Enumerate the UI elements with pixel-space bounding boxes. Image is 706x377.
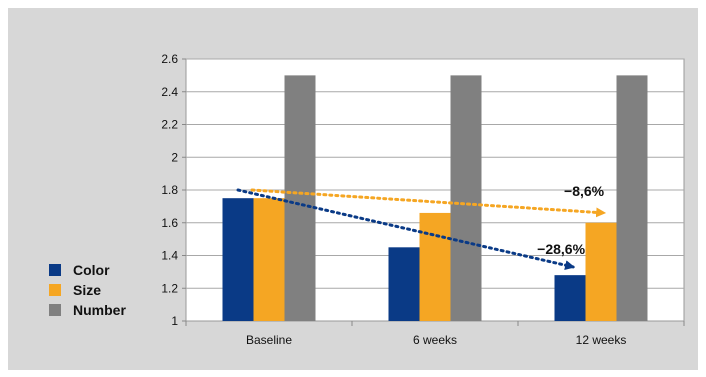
y-tick-label: 2: [171, 150, 178, 164]
trend-arrow-size: [250, 188, 607, 218]
y-tick-label: 1.8: [161, 183, 178, 197]
y-tick-label: 2.2: [161, 118, 178, 132]
trend-annotations: −8,6% −28,6%: [236, 183, 607, 271]
y-tick-label: 1: [171, 314, 178, 328]
bar-color: [222, 198, 254, 321]
y-tick-label: 2.6: [161, 52, 178, 66]
bar-color: [554, 275, 586, 321]
x-tick-label: 6 weeks: [413, 333, 457, 347]
bar-size: [419, 212, 451, 321]
chart-frame: 1 1.2 1.4 1.6 1.8 2 2.2 2.4 2.6 Baseline 6 weeks 1…: [8, 8, 698, 370]
x-axis-labels: Baseline 6 weeks 12 weeks: [185, 321, 685, 347]
bar-size: [253, 198, 285, 321]
x-tick-label: Baseline: [246, 333, 292, 347]
y-tick-label: 1.2: [161, 281, 178, 295]
legend-swatch-color: [49, 264, 61, 276]
bar-chart: 1 1.2 1.4 1.6 1.8 2 2.2 2.4 2.6 Baseline 6 weeks 1…: [49, 52, 685, 347]
legend: Color Size Number: [49, 262, 126, 318]
y-tick-label: 1.6: [161, 216, 178, 230]
legend-label-number: Number: [73, 302, 126, 318]
trend-label-size: −8,6%: [564, 183, 605, 199]
bars: [222, 75, 648, 321]
bar-number: [450, 75, 482, 321]
bar-color: [388, 247, 420, 321]
legend-label-size: Size: [73, 282, 101, 298]
bar-number: [616, 75, 648, 321]
x-tick-label: 12 weeks: [576, 333, 627, 347]
y-tick-label: 2.4: [161, 85, 178, 99]
legend-swatch-number: [49, 304, 61, 316]
trend-arrow-color: [236, 188, 576, 271]
bar-number: [284, 75, 316, 321]
legend-swatch-size: [49, 284, 61, 296]
trend-label-color: −28,6%: [537, 241, 585, 257]
y-axis-ticks: 1 1.2 1.4 1.6 1.8 2 2.2 2.4 2.6: [161, 52, 186, 328]
y-tick-label: 1.4: [161, 249, 178, 263]
legend-label-color: Color: [73, 262, 110, 278]
bar-size: [585, 222, 617, 321]
